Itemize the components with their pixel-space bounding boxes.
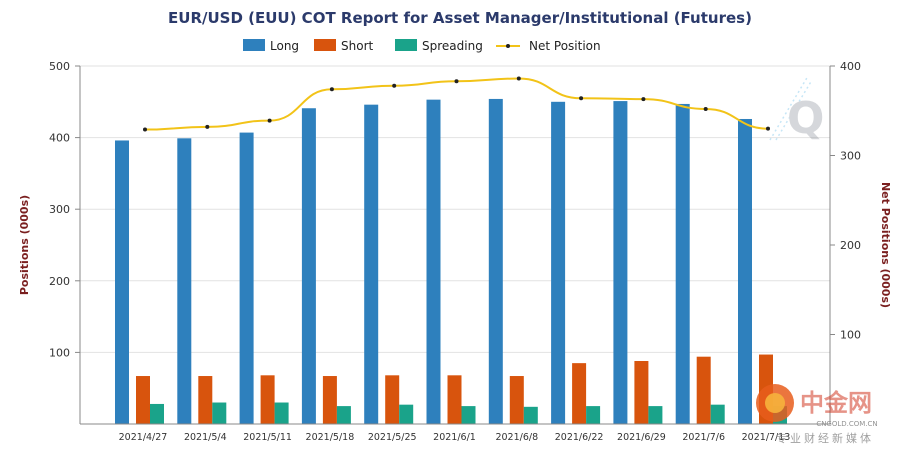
legend-item-long[interactable]: Long <box>243 39 299 53</box>
y-left-tick-label: 300 <box>49 203 70 216</box>
cngold-domain-text: CNGOLD.COM.CN <box>816 420 877 428</box>
x-tick-label: 2021/6/22 <box>555 432 604 443</box>
x-tick-label: 2021/6/8 <box>495 432 538 443</box>
bar-short <box>322 376 337 424</box>
legend-label: Spreading <box>422 39 483 53</box>
bar-spreading <box>586 406 601 424</box>
legend-label: Net Position <box>529 39 601 53</box>
bar-short <box>260 375 275 424</box>
grid <box>80 65 830 353</box>
y-right-tick-label: 300 <box>840 150 861 163</box>
bar-long <box>738 118 752 424</box>
bar-long <box>177 138 192 425</box>
legend-item-spreading[interactable]: Spreading <box>395 39 483 53</box>
legend-swatch <box>314 39 336 51</box>
bar-spreading <box>399 404 414 424</box>
point-net-position <box>516 76 521 81</box>
point-net-position <box>267 118 272 123</box>
legend-item-short[interactable]: Short <box>314 39 373 53</box>
point-net-position <box>766 126 770 131</box>
bar-spreading <box>274 402 289 424</box>
bar-short <box>447 375 462 424</box>
y-left-tick-label: 400 <box>49 132 70 145</box>
bar-short <box>385 375 400 424</box>
bar-short <box>696 356 711 424</box>
bars <box>115 98 787 425</box>
x-tick-label: 2021/5/25 <box>368 432 417 443</box>
point-net-position <box>392 83 397 88</box>
bar-spreading <box>523 406 538 424</box>
x-tick-label: 2021/6/29 <box>617 432 666 443</box>
bar-long <box>115 140 129 425</box>
bar-short <box>572 363 587 424</box>
bar-long <box>675 103 690 424</box>
bar-long <box>301 108 316 424</box>
point-net-position <box>329 87 334 92</box>
axes <box>79 66 831 425</box>
cngold-watermark: 中金网 CNGOLD.COM.CN 专业财经新媒体 <box>756 384 878 445</box>
x-tick-label: 2021/4/27 <box>119 432 168 443</box>
x-tick-label: 2021/5/18 <box>306 432 355 443</box>
point-net-position <box>703 106 708 111</box>
bar-short <box>136 376 150 424</box>
cngold-tagline: 专业财经新媒体 <box>776 431 874 445</box>
x-tick-label: 2021/5/4 <box>184 432 227 443</box>
bar-spreading <box>150 403 164 424</box>
bar-long <box>613 101 628 425</box>
x-tick-label: 2021/7/13 <box>742 432 791 443</box>
x-tick-label: 2021/7/6 <box>682 432 725 443</box>
y-right-tick-label: 400 <box>840 60 861 73</box>
point-net-position <box>143 127 147 132</box>
cngold-logo-text: 中金网 <box>800 389 872 417</box>
bar-spreading <box>710 404 725 424</box>
bar-long <box>364 104 379 424</box>
legend-swatch-marker <box>506 44 510 48</box>
bar-spreading <box>336 406 351 424</box>
bar-long <box>239 132 254 424</box>
y-right-tick-label: 100 <box>840 329 861 342</box>
y-axis-left-title: Positions (000s) <box>18 195 31 295</box>
legend-swatch <box>395 39 417 51</box>
bar-long <box>551 101 566 425</box>
bar-short <box>198 376 213 424</box>
point-net-position <box>454 79 459 84</box>
point-net-position <box>641 97 646 102</box>
bar-spreading <box>461 406 476 424</box>
y-left-tick-label: 500 <box>49 60 70 73</box>
legend-item-net-position[interactable]: Net Position <box>496 39 601 53</box>
net-position-line-layer <box>143 76 770 132</box>
y-left-tick-label: 200 <box>49 275 70 288</box>
q-watermark-logo: Q <box>769 75 824 144</box>
y-axis-right-title: Net Positions (000s) <box>879 182 892 308</box>
legend: Long Short Spreading Net Position <box>243 39 601 53</box>
point-net-position <box>579 96 584 101</box>
x-tick-label: 2021/5/11 <box>243 432 292 443</box>
legend-label: Long <box>270 39 299 53</box>
bar-long <box>488 98 503 424</box>
bar-spreading <box>648 406 663 424</box>
q-watermark-letter: Q <box>787 93 824 144</box>
y-right-tick-label: 200 <box>840 239 861 252</box>
ticks: 100 200 300 400 500 100 200 300 400 2021/4/27 2021… <box>49 60 861 443</box>
bar-spreading <box>212 402 227 424</box>
point-net-position <box>205 124 210 129</box>
line-net-position <box>144 77 769 131</box>
x-tick-label: 2021/6/1 <box>433 432 476 443</box>
legend-swatch <box>243 39 265 51</box>
y-left-tick-label: 100 <box>49 346 70 359</box>
bar-short <box>634 360 649 424</box>
chart-title: EUR/USD (EUU) COT Report for Asset Manag… <box>168 9 752 27</box>
legend-label: Short <box>341 39 373 53</box>
bar-long <box>426 99 441 424</box>
bar-short <box>509 376 524 424</box>
